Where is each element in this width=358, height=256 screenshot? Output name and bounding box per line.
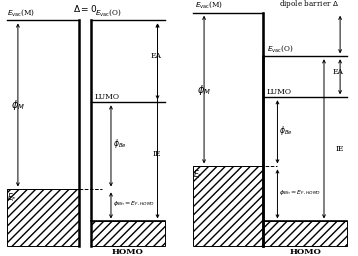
- Text: $E_{\rm vac}$(M): $E_{\rm vac}$(M): [195, 0, 223, 10]
- Text: dipole barrier $\Delta$: dipole barrier $\Delta$: [279, 0, 339, 10]
- Text: $E_{\rm vac}$(M): $E_{\rm vac}$(M): [7, 7, 35, 18]
- Text: EA: EA: [150, 52, 161, 60]
- Text: LUMO: LUMO: [95, 93, 120, 101]
- Bar: [91, 221, 165, 246]
- Text: HOMO: HOMO: [112, 248, 144, 256]
- Bar: [193, 166, 263, 246]
- Text: $\phi_{Be}$: $\phi_{Be}$: [113, 137, 126, 150]
- Text: $\phi_{Bh}$$= E_{F,HOMO}$: $\phi_{Bh}$$= E_{F,HOMO}$: [279, 188, 321, 197]
- Text: $\phi_M$: $\phi_M$: [11, 98, 25, 112]
- Text: $\phi_{Be}$: $\phi_{Be}$: [279, 124, 293, 137]
- Bar: [263, 221, 347, 246]
- Text: $E_{\rm vac}$(O): $E_{\rm vac}$(O): [267, 43, 294, 54]
- Text: IE: IE: [335, 145, 344, 153]
- Bar: [7, 189, 79, 246]
- Text: IE: IE: [153, 150, 161, 158]
- Text: $E_F$: $E_F$: [193, 169, 203, 182]
- Text: $\phi_{Bh}$$= E_{F,HOMO}$: $\phi_{Bh}$$= E_{F,HOMO}$: [113, 200, 155, 208]
- Text: LUMO: LUMO: [267, 88, 292, 96]
- Text: EA: EA: [333, 68, 344, 76]
- Text: HOMO: HOMO: [289, 248, 321, 256]
- Text: $E_{\rm vac}$(O): $E_{\rm vac}$(O): [95, 7, 122, 18]
- Text: $\phi_M$: $\phi_M$: [197, 83, 211, 97]
- Text: $E_F$: $E_F$: [7, 192, 17, 205]
- Text: $\Delta = 0$: $\Delta = 0$: [73, 3, 97, 14]
